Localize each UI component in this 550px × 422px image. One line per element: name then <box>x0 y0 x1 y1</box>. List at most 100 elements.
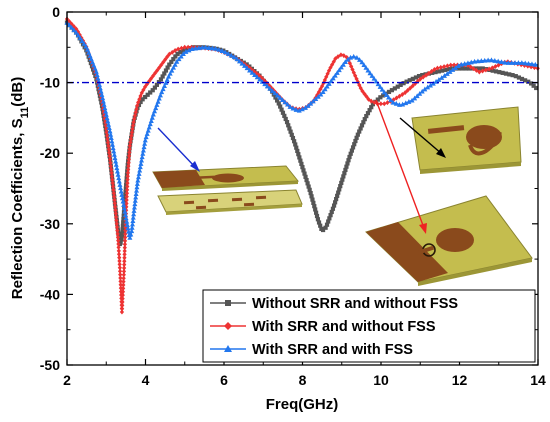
series-1-marker <box>120 302 125 308</box>
series-2-marker <box>409 97 415 103</box>
series-2-marker <box>290 105 296 111</box>
series-0-marker <box>276 101 281 106</box>
series-2-marker <box>390 99 396 105</box>
series-1-marker <box>432 67 437 73</box>
legend-entry-0: Without SRR and without FSS <box>210 296 458 312</box>
series-2-marker <box>132 201 138 207</box>
series-1-marker <box>124 197 129 203</box>
series-0-marker <box>395 84 400 89</box>
series-2-marker <box>127 234 133 240</box>
series-2-marker <box>157 92 163 98</box>
series-2-marker <box>338 64 344 70</box>
inset-bottom-feed <box>411 245 435 257</box>
series-0-marker <box>433 70 438 75</box>
series-0-marker <box>120 230 125 235</box>
series-0-marker <box>289 132 294 137</box>
y-tick-label: 0 <box>52 4 60 20</box>
series-0-marker <box>460 66 465 71</box>
series-0-marker <box>284 120 290 125</box>
series-0-marker <box>413 75 419 80</box>
series-1-marker <box>102 113 107 119</box>
series-1-marker <box>104 126 109 132</box>
series-2-marker <box>264 83 270 89</box>
series-0-marker <box>497 70 502 75</box>
series-2-marker <box>139 157 145 163</box>
series-1-marker <box>129 133 134 139</box>
series-1-marker <box>127 153 132 159</box>
series-0-marker <box>175 51 180 57</box>
series-0-marker <box>297 155 302 160</box>
series-0-marker <box>307 187 312 192</box>
series-1-marker <box>330 62 335 68</box>
series-2-marker <box>163 80 169 85</box>
series-2-marker <box>447 69 453 74</box>
series-1-marker <box>483 67 488 73</box>
y-tick-label: -40 <box>40 286 60 302</box>
series-0-marker <box>308 190 313 196</box>
series-2-marker <box>75 32 81 38</box>
series-1-marker <box>118 278 123 284</box>
series-2-marker <box>242 63 248 68</box>
series-1-marker <box>71 24 77 30</box>
series-1-marker <box>122 241 128 247</box>
series-1-marker <box>490 65 495 71</box>
series-2-marker <box>113 158 119 164</box>
series-2-marker <box>134 181 140 186</box>
series-2-marker <box>305 103 311 108</box>
series-2-marker <box>225 51 231 56</box>
series-1-marker <box>114 224 120 230</box>
inset-srr-board-edge <box>162 181 298 191</box>
series-1-marker <box>125 177 130 183</box>
series-2-marker <box>441 73 447 78</box>
series-2-marker <box>369 73 375 78</box>
series-1-marker <box>122 238 128 244</box>
series-2-marker <box>247 67 253 73</box>
series-1-marker <box>176 46 181 52</box>
series-1-marker <box>182 44 187 50</box>
series-1-marker <box>445 63 450 69</box>
series-2-marker <box>414 93 420 99</box>
series-2-marker <box>183 49 189 54</box>
series-2-marker <box>422 86 428 92</box>
series-2-marker <box>146 124 152 130</box>
series-2-marker <box>107 128 113 134</box>
series-2-marker <box>139 154 145 160</box>
series-0-marker <box>361 120 366 125</box>
series-2-marker <box>145 127 151 133</box>
series-1-marker <box>125 180 130 186</box>
legend-marker-1 <box>224 322 232 330</box>
series-1-marker <box>113 211 118 217</box>
series-1-marker <box>120 289 126 295</box>
series-2-marker <box>101 102 107 107</box>
series-2-marker <box>209 45 215 51</box>
series-0-marker <box>313 207 318 212</box>
series-1-marker <box>120 299 125 305</box>
series-1-marker <box>167 51 172 57</box>
series-1-marker <box>106 146 111 152</box>
series-1-marker <box>369 98 374 104</box>
series-1-marker <box>109 170 114 176</box>
series-2-marker <box>519 60 525 65</box>
series-2-marker <box>131 211 137 217</box>
series-1-marker <box>397 93 402 99</box>
inset-stacked-srr-fss-boards <box>152 165 303 215</box>
legend-entry-1: With SRR and without FSS <box>210 319 436 335</box>
series-2-marker <box>102 105 108 111</box>
series-1-marker <box>113 207 118 213</box>
series-2-marker <box>377 84 383 89</box>
series-1-marker <box>125 173 130 179</box>
series-1-marker <box>110 180 115 186</box>
series-1-marker <box>126 163 131 169</box>
series-2-marker <box>340 61 346 67</box>
series-2-marker <box>488 57 494 63</box>
series-1-marker <box>122 262 127 268</box>
series-2-marker <box>515 60 521 65</box>
inset-srr-ground-strip <box>153 170 205 188</box>
series-0-marker <box>353 138 358 144</box>
series-2-marker <box>425 84 431 90</box>
series-2-marker <box>371 75 377 81</box>
series-2-marker <box>310 98 316 104</box>
series-0-marker <box>140 97 145 102</box>
series-2-marker <box>186 47 192 53</box>
series-0-marker <box>173 54 178 59</box>
